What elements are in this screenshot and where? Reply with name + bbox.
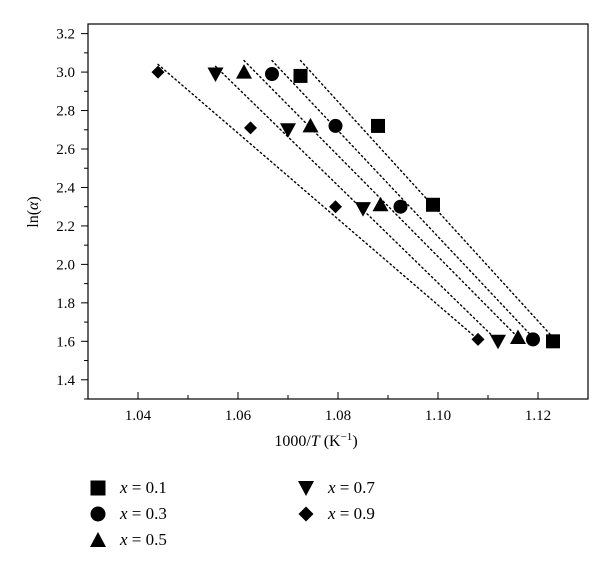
data-point-diamond [244, 121, 257, 135]
square-marker-icon [90, 480, 106, 496]
data-point-circle [265, 67, 279, 81]
y-tick-label: 2.6 [56, 142, 75, 158]
x-tick-label: 1.08 [325, 408, 351, 424]
data-point-triangle-up [510, 329, 526, 344]
data-point-diamond [151, 65, 165, 79]
data-point-triangle-up [302, 117, 319, 133]
data-point-square [426, 197, 440, 212]
x-tick-label: 1.12 [525, 408, 551, 424]
y-tick-label: 1.6 [56, 334, 75, 350]
triangle-down-marker-icon [298, 481, 314, 496]
y-tick-label: 2.4 [56, 180, 75, 196]
triangle-up-marker-icon [90, 532, 106, 547]
legend-item-x01: x = 0.1 [88, 478, 167, 498]
y-tick-label: 2.2 [56, 219, 75, 235]
data-point-triangle-down [490, 334, 506, 350]
x-tick-label: 1.06 [225, 408, 252, 424]
data-points [151, 64, 560, 350]
y-axis-ticks: 1.4 1.6 1.8 2.0 2.2 2.4 2.6 2.8 3.0 3.2 [56, 27, 88, 400]
y-tick-label: 1.4 [56, 373, 75, 389]
legend-label: x = 0.7 [328, 478, 375, 497]
data-point-square [546, 334, 560, 349]
legend-item-x09: x = 0.9 [296, 504, 375, 524]
data-point-circle [328, 118, 343, 133]
y-tick-label: 3.2 [56, 27, 75, 43]
legend-label: x = 0.5 [120, 530, 167, 549]
diamond-marker-icon [298, 506, 314, 522]
data-point-triangle-down [355, 202, 371, 217]
data-point-circle [526, 332, 540, 347]
y-tick-label: 1.8 [56, 296, 75, 312]
legend-label: x = 0.1 [120, 478, 167, 497]
data-point-circle [393, 199, 408, 214]
fit-lines [157, 59, 554, 343]
data-point-triangle-down [207, 67, 224, 82]
legend-item-x07: x = 0.7 [296, 478, 375, 498]
legend-item-x05: x = 0.5 [88, 530, 167, 550]
data-point-triangle-down [280, 123, 296, 138]
fit-line [299, 59, 554, 339]
circle-marker-icon [90, 506, 106, 522]
y-tick-label: 3.0 [56, 65, 75, 81]
legend: x = 0.1 x = 0.3 x = 0.5 x = 0.7 x = 0.9 [0, 468, 600, 558]
fit-line [271, 59, 534, 339]
legend-label: x = 0.3 [120, 504, 167, 523]
legend-item-x03: x = 0.3 [88, 504, 167, 524]
y-tick-label: 2.0 [56, 257, 75, 273]
fit-line [214, 65, 499, 343]
fit-line [157, 63, 479, 341]
x-tick-label: 1.04 [125, 408, 152, 424]
data-point-triangle-up [372, 196, 389, 212]
y-tick-label: 2.8 [56, 104, 75, 120]
data-point-triangle-up [236, 64, 252, 79]
legend-label: x = 0.9 [328, 504, 375, 523]
data-point-diamond [329, 200, 342, 214]
data-point-square [371, 118, 385, 133]
y-axis-title: ln(α) [25, 196, 42, 228]
scatter-chart: 1.04 1.06 1.08 1.10 1.12 1.4 1.6 1.8 2.0 2.2 2.4 2… [25, 23, 589, 450]
x-axis-title: 1000/T (K−1) [274, 431, 357, 450]
data-point-square [293, 68, 308, 83]
x-axis-ticks: 1.04 1.06 1.08 1.10 1.12 [87, 392, 589, 424]
data-point-diamond [471, 332, 485, 346]
x-tick-label: 1.10 [425, 408, 451, 424]
